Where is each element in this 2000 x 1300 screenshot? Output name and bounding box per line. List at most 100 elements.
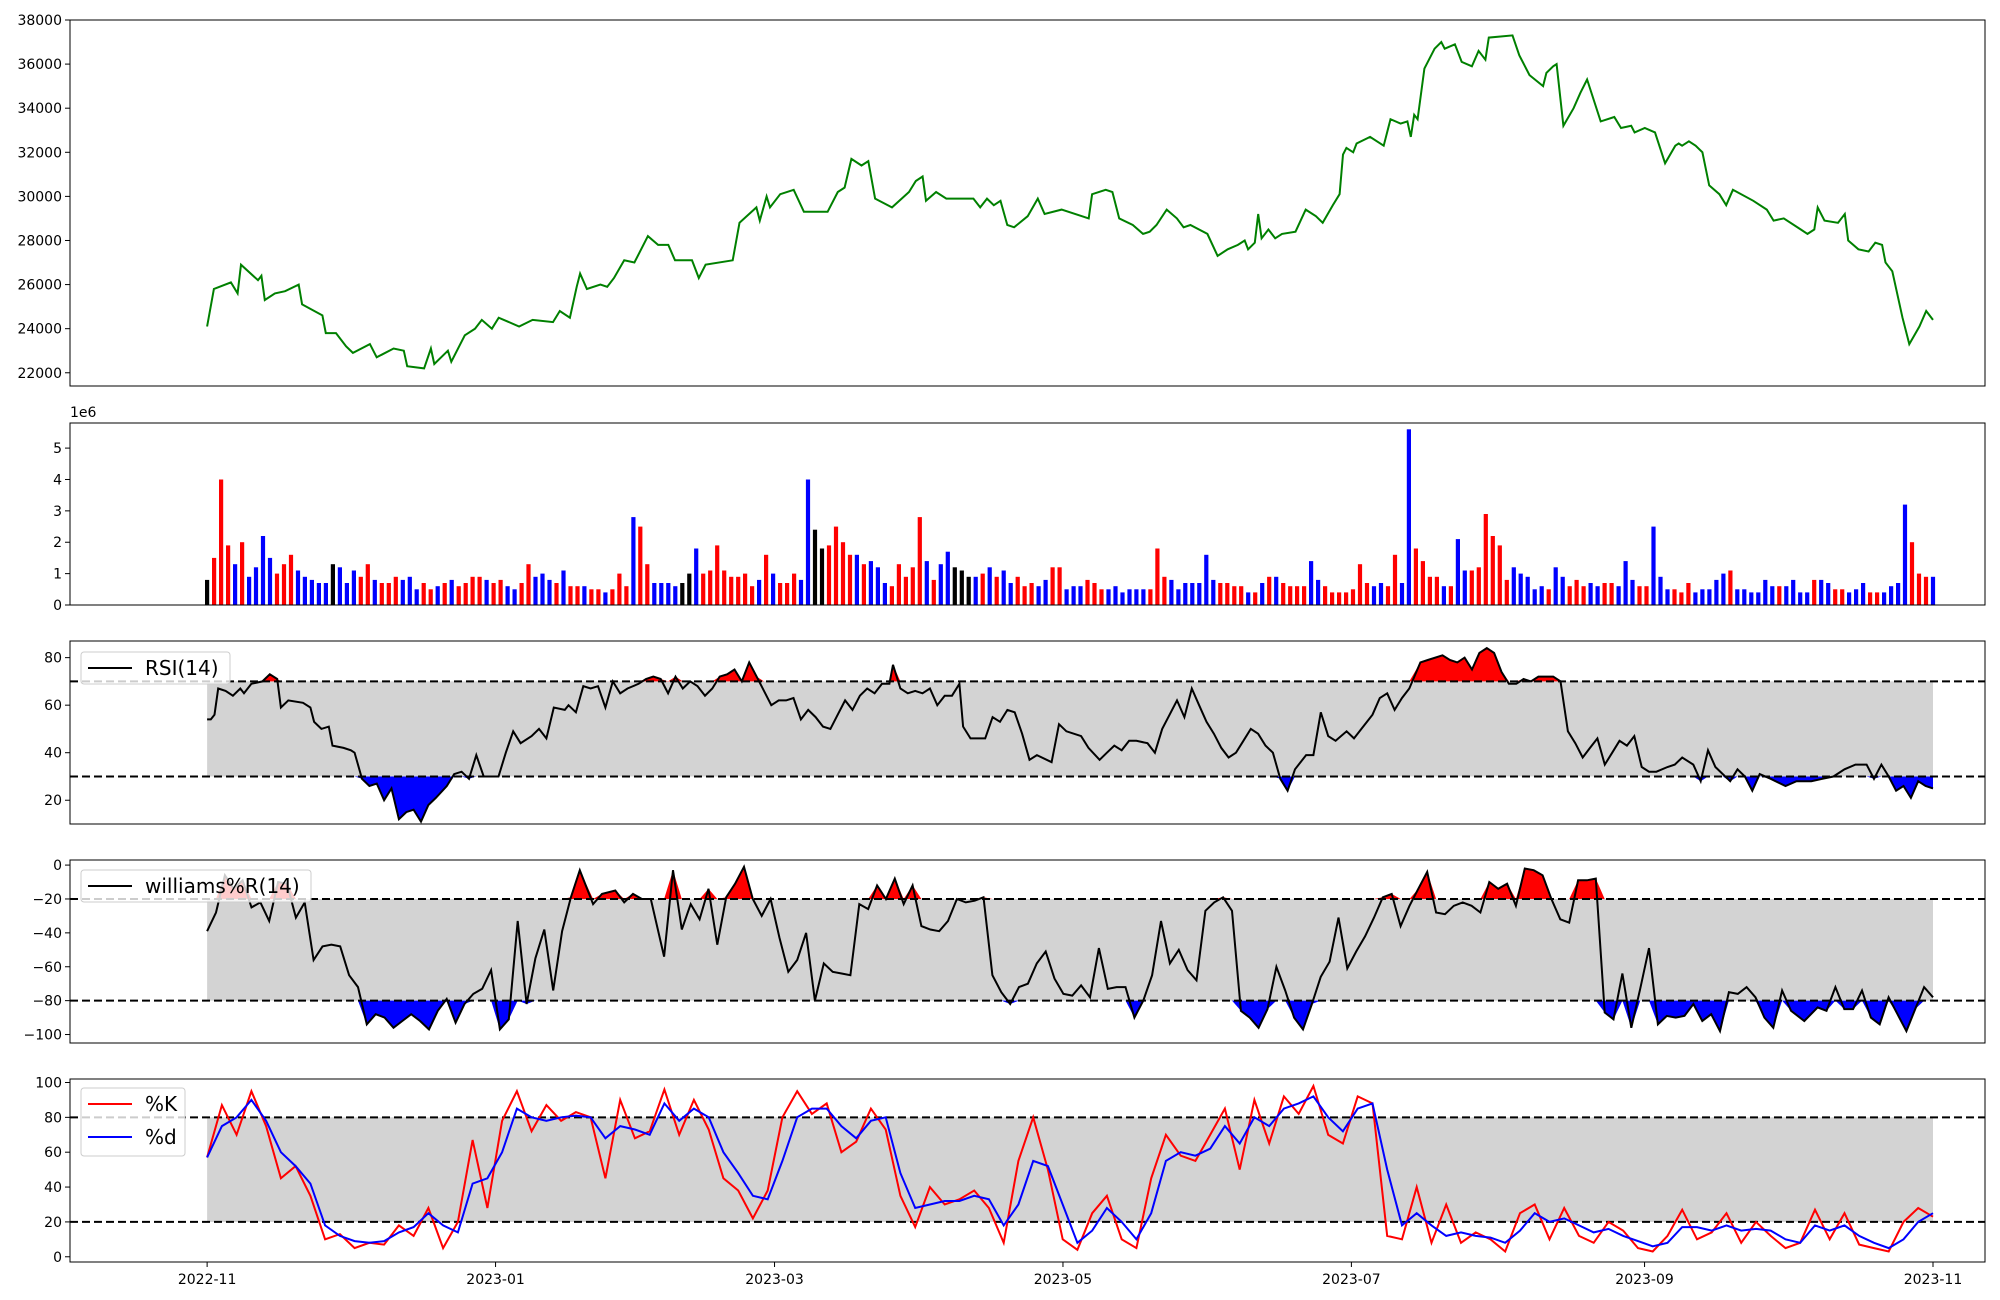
volume-bar	[1183, 583, 1188, 605]
volume-bar	[288, 554, 294, 605]
volume-bar	[1728, 570, 1733, 605]
volume-bar	[1707, 589, 1712, 605]
volume-bar	[603, 592, 608, 605]
volume-bar	[1840, 589, 1845, 605]
volume-bar	[470, 576, 475, 605]
volume-bar	[1092, 583, 1097, 605]
y-tick-label: 3	[53, 504, 62, 520]
rsi-neutral-band	[207, 681, 1933, 777]
volume-bar	[778, 583, 783, 605]
volume-bar	[1127, 589, 1132, 605]
volume-bar	[1302, 586, 1307, 605]
x-tick-label: 2023-03	[745, 1272, 804, 1288]
volume-bar	[1197, 583, 1202, 605]
volume-bar	[1777, 586, 1782, 605]
williams-r-panel: −100 −80 −60 −40 −20 0	[24, 858, 1986, 1044]
volume-bar	[659, 583, 664, 605]
volume-bar	[1483, 514, 1488, 605]
y-tick-label: 80	[44, 651, 62, 667]
volume-bar	[1476, 567, 1481, 605]
volume-bar	[1679, 592, 1684, 605]
volume-bar	[931, 579, 936, 605]
volume-bar	[1176, 589, 1181, 605]
volume-bar	[449, 579, 454, 605]
volume-bar	[1357, 564, 1363, 605]
volume-bar	[1378, 583, 1384, 605]
williams-r-oversold-fill	[207, 1000, 1934, 1032]
volume-bar	[1511, 567, 1516, 605]
volume-bar	[1253, 592, 1258, 605]
volume-bar	[1574, 579, 1579, 605]
volume-bar	[295, 570, 301, 605]
volume-bar	[456, 586, 461, 605]
volume-bar	[233, 564, 238, 605]
y-tick-label: 24000	[17, 322, 62, 338]
y-tick-label: 100	[35, 1075, 62, 1091]
volume-bar	[1316, 579, 1321, 605]
volume-bar	[253, 567, 259, 605]
volume-bar	[1462, 570, 1467, 605]
volume-bar	[868, 561, 873, 605]
volume-bar	[1700, 589, 1705, 605]
williams-r-overbought-fill	[207, 866, 1934, 899]
volume-bar	[1281, 583, 1286, 605]
volume-bar	[1029, 583, 1034, 605]
volume-bar	[1120, 592, 1125, 605]
y-tick-label: 5	[53, 441, 62, 457]
volume-bar	[596, 589, 601, 605]
volume-bar	[617, 573, 622, 605]
volume-bar	[1295, 586, 1300, 605]
volume-bar	[379, 583, 384, 605]
volume-bar	[750, 586, 755, 605]
volume-bar	[1162, 576, 1167, 605]
stochastic-frame	[69, 1078, 1986, 1263]
y-tick-label: 36000	[17, 57, 62, 73]
price-frame	[69, 19, 1986, 387]
k-legend-label: %K	[145, 1092, 178, 1116]
volume-bar	[1909, 542, 1915, 605]
volume-bar	[1854, 589, 1859, 605]
volume-bar	[924, 561, 929, 605]
volume-bar	[757, 579, 762, 605]
volume-bar	[1008, 583, 1013, 605]
volume-bar	[512, 589, 517, 605]
volume-bar	[1567, 586, 1572, 605]
volume-bar	[505, 586, 510, 605]
stochastic-legend: %K %d	[80, 1087, 186, 1157]
volume-bar	[1896, 583, 1901, 605]
volume-bar	[540, 573, 545, 605]
volume-bar	[903, 576, 908, 605]
volume-bar	[1651, 526, 1656, 605]
volume-bar	[1902, 504, 1908, 605]
rsi-panel: 20 40 60 80	[44, 640, 1986, 825]
williams-r-legend-label: williams%R(14)	[145, 874, 300, 898]
volume-bar	[1623, 561, 1628, 605]
volume-bar	[1490, 536, 1495, 605]
volume-bar	[1169, 579, 1174, 605]
volume-bar	[610, 589, 615, 605]
volume-bar	[1022, 586, 1027, 605]
volume-bar	[680, 583, 685, 605]
y-tick-label: 0	[53, 858, 62, 874]
volume-bar	[1595, 586, 1600, 605]
volume-bar	[1923, 576, 1929, 605]
volume-bar	[875, 567, 880, 605]
volume-bar	[309, 579, 314, 605]
volume-bar	[959, 570, 964, 605]
volume-bar	[889, 586, 894, 605]
williams-r-legend-frame	[80, 869, 312, 903]
volume-bar	[1742, 589, 1747, 605]
volume-bar	[344, 583, 349, 605]
volume-bar	[882, 583, 887, 605]
volume-bar	[743, 573, 748, 605]
x-tick-label: 2022-11	[178, 1272, 237, 1288]
volume-bar	[1539, 586, 1544, 605]
volume-bar	[1616, 586, 1621, 605]
y-tick-label: 20	[44, 793, 62, 809]
williams-r-line	[206, 864, 1934, 1034]
y-tick-label: 40	[44, 746, 62, 762]
volume-bar	[1246, 592, 1251, 605]
volume-offset-text: 1e6	[70, 405, 97, 421]
volume-bar	[1015, 576, 1020, 605]
